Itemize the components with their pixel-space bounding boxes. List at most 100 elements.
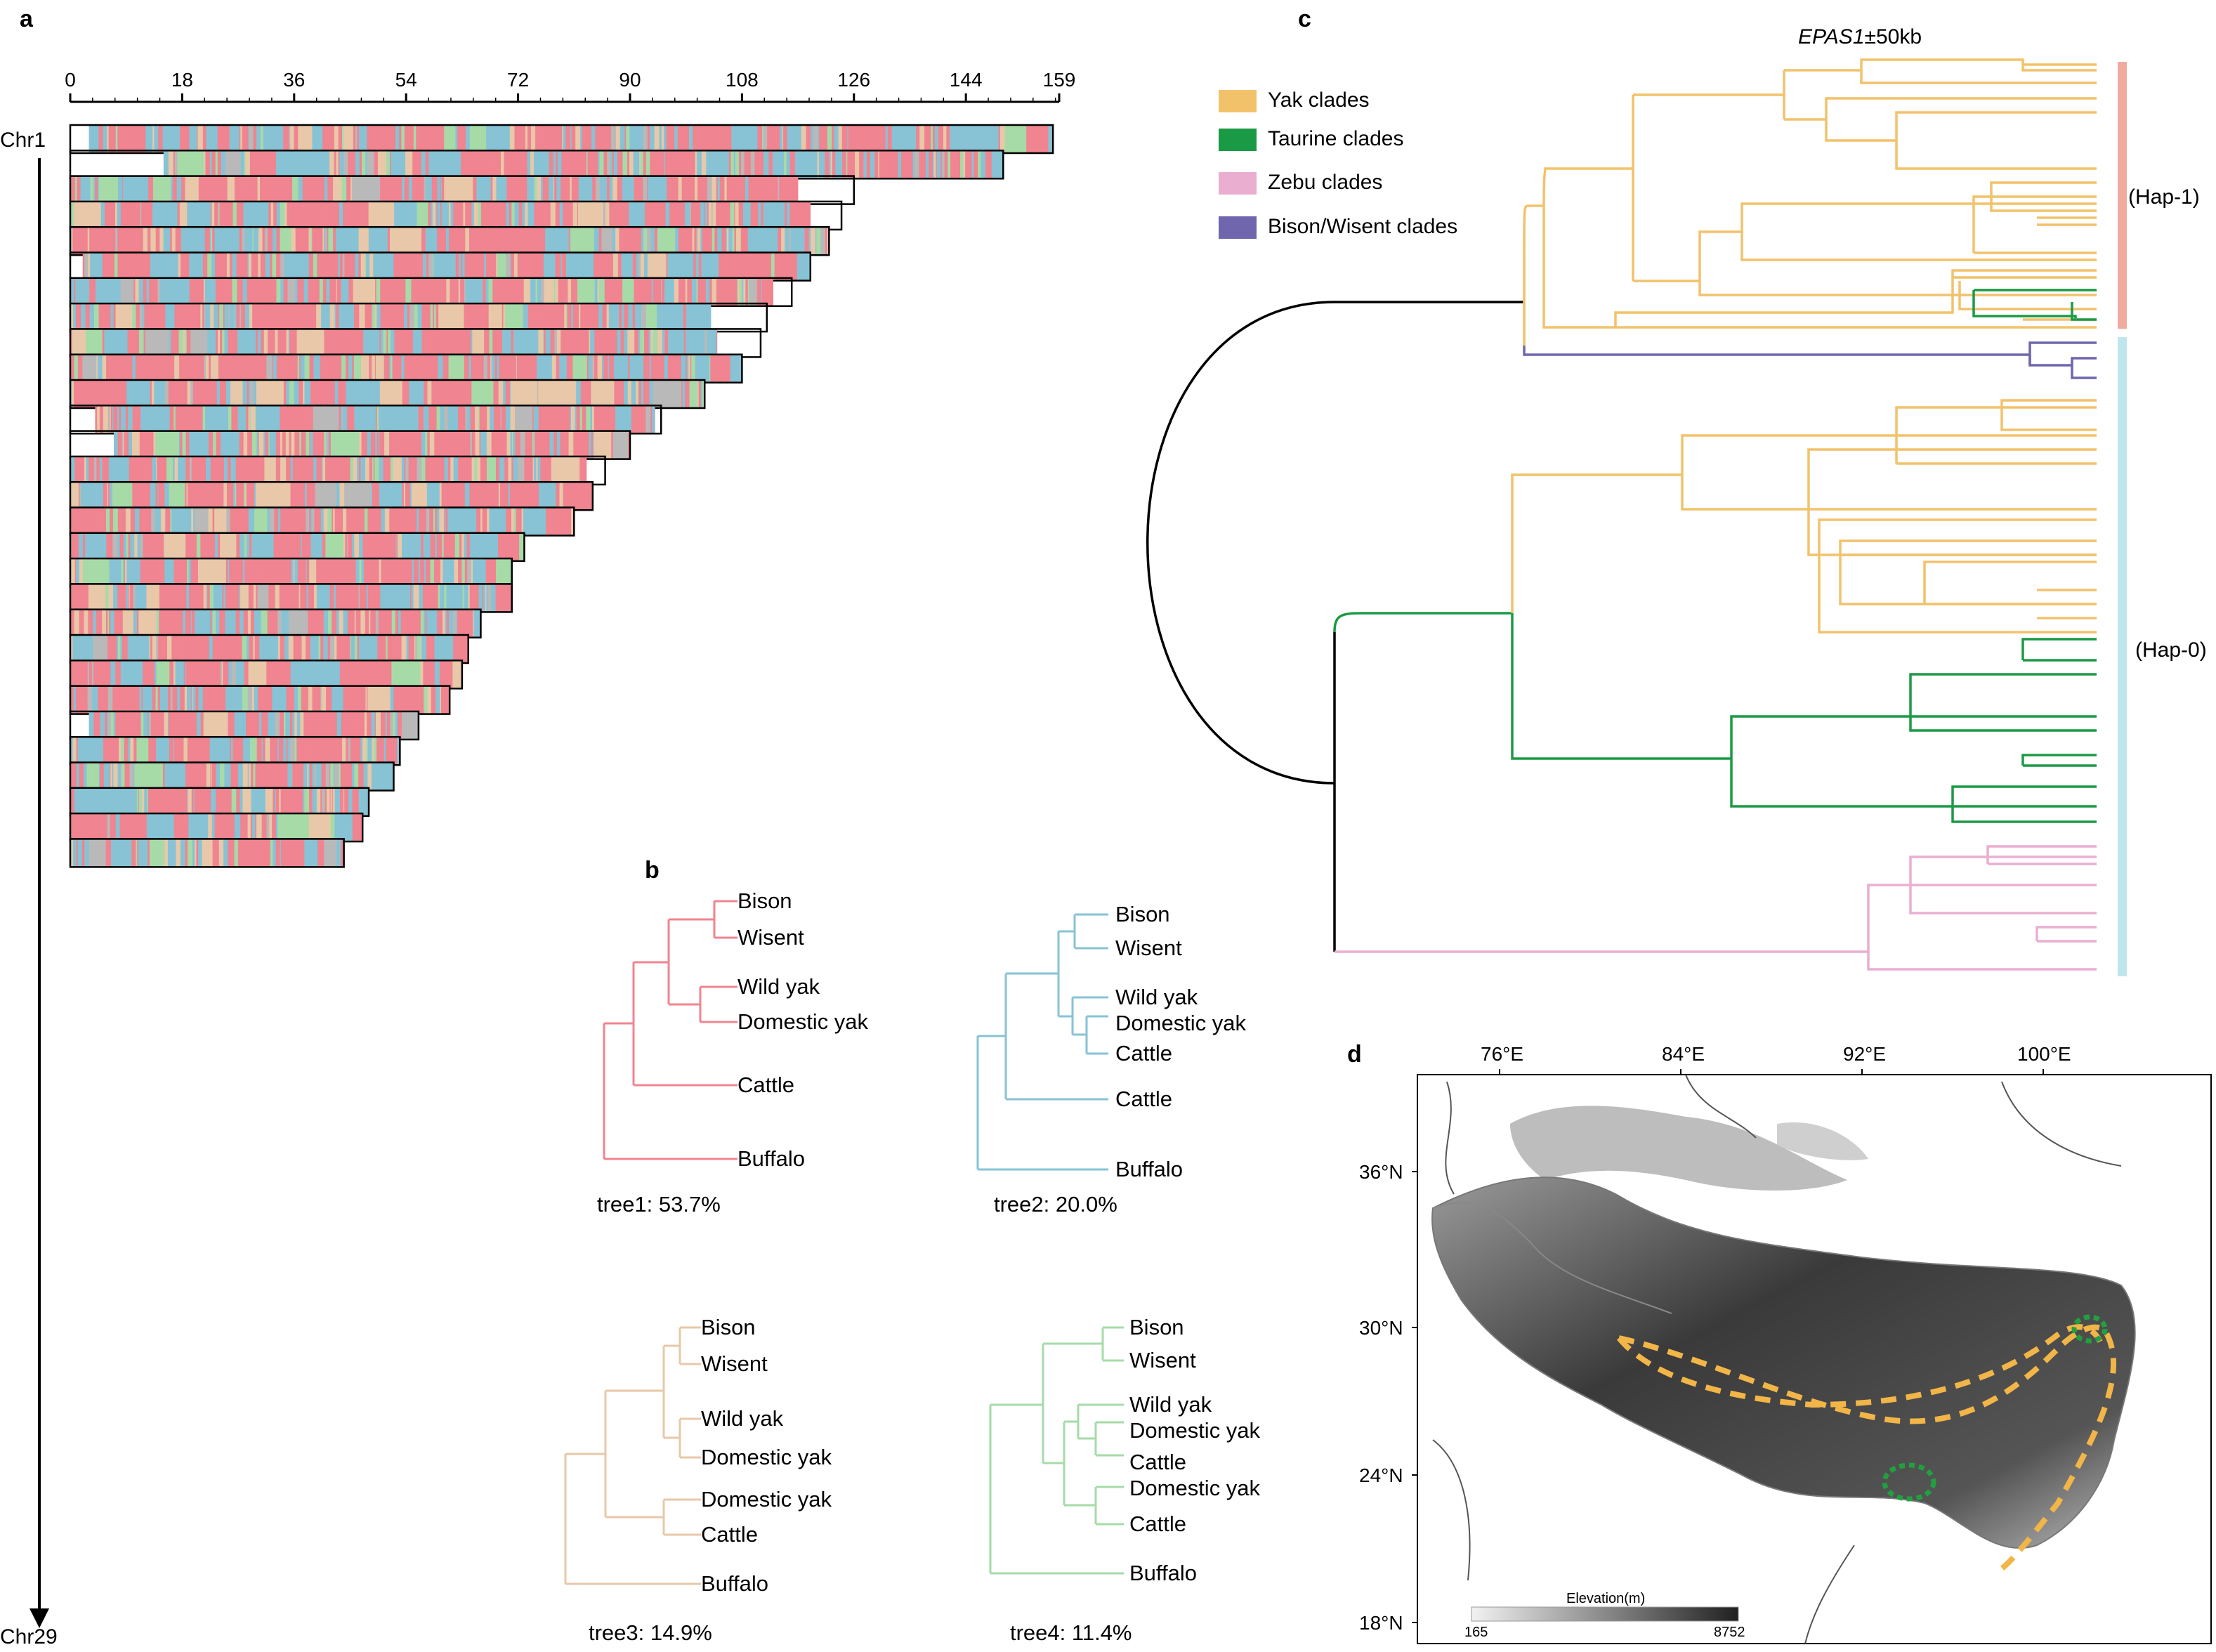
tree-segment [107,252,111,281]
tree-segment [367,125,371,153]
tree-segment [395,125,400,153]
tree-segment [242,405,247,434]
tree-segment [84,839,90,867]
tree-segment [77,558,80,587]
tree-segment [185,532,188,561]
tree-segment [461,150,462,179]
tree-segment [376,405,379,434]
tree-segment [305,176,322,204]
tree-segment [695,354,700,383]
tree-segment [747,277,749,306]
tree-segment [239,125,241,153]
tree-segment [645,150,650,179]
tree1-leaf: Buffalo [737,1146,805,1171]
tree-segment [228,660,232,689]
tree-segment [411,277,412,306]
tree-segment [469,532,471,561]
tree-segment [123,532,126,561]
tree-segment [173,558,176,587]
tree-segment [351,405,355,434]
tree-segment [185,762,188,791]
tree-segment [329,431,332,459]
tree-segment [72,507,98,536]
tree-segment [615,405,618,434]
tree-segment [110,813,114,842]
tree-segment [436,201,438,230]
tree-segment [391,329,395,358]
tree-segment [230,737,232,766]
tree-segment [91,609,93,638]
tree-segment [486,584,488,612]
tree-segment [446,380,468,408]
tree-segment [157,686,161,714]
tree-segment [117,532,120,561]
tree-segment [217,227,222,256]
tree-segment [667,277,669,306]
tree-segment [197,711,201,740]
tree-segment [498,150,501,179]
tree-segment [636,252,639,281]
tree-segment [434,431,438,459]
tree-segment [474,456,478,485]
tree-segment [627,405,632,434]
tree-segment [496,558,513,587]
tree-segment [152,456,157,485]
tree-segment [386,635,388,663]
tree-segment [244,660,247,689]
tree-segment [479,354,485,383]
tree-segment [310,431,313,459]
tree-segment [366,252,370,281]
tree-segment [166,405,170,434]
tree-segment [506,431,511,459]
tree-segment [632,252,637,281]
tree-segment [316,660,341,689]
tree-segment [371,482,373,511]
tree-segment [411,482,428,511]
tree-segment [367,150,374,179]
tree-segment [122,176,124,204]
tree-segment [421,456,426,485]
tree-segment [712,201,716,230]
tree-segment [442,558,448,587]
tree-segment [747,277,749,306]
tree-segment [352,813,363,842]
tree-segment [265,584,269,612]
tree-segment [294,762,298,791]
tree-segment [312,686,318,714]
tree-segment [717,227,722,256]
tree-segment [511,431,513,459]
tree-segment [317,354,321,383]
tree-segment [211,201,212,230]
tree-segment [108,584,114,612]
tree-segment [549,431,554,459]
tree-segment [96,354,98,383]
tree-segment [81,303,86,332]
tree4-leaf: Bison [1129,1315,1184,1339]
tree-segment [348,660,351,689]
tree-segment [910,150,913,179]
tree-segment [113,303,116,332]
tree-segment [107,125,109,153]
tree-segment [560,431,569,459]
tree-segment [192,609,195,638]
tree-segment [282,584,299,612]
tree-segment [584,456,587,485]
tree-segment [487,507,490,536]
tree-segment [192,380,197,408]
tree-segment [577,201,579,230]
tree-segment [778,227,782,256]
tree-segment [360,456,366,485]
tree-segment [701,150,707,179]
tree-segment [155,507,158,536]
tree-segment [737,277,740,306]
tree-segment [198,686,204,714]
tree-segment [149,635,151,663]
tree-segment [286,380,290,408]
tree-segment [677,125,679,153]
tree-segment [309,762,313,791]
tree-segment [417,635,421,663]
tree-segment [109,532,113,561]
tree-segment [654,227,658,256]
tree-segment [416,558,419,587]
tree-segment [212,125,218,153]
